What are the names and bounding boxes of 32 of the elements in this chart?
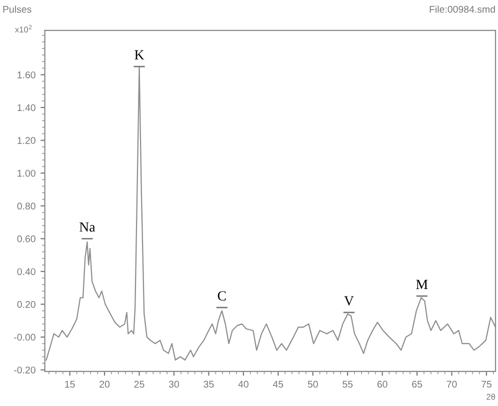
x-tick-label: 25 [134,380,144,388]
x-tick-label: 65 [412,380,422,388]
x-tick-label: 20 [100,380,110,388]
x-tick-label: 75 [482,380,492,388]
x-tick-label: 50 [308,380,318,388]
x-tick-label: 40 [238,380,248,388]
x-tick-label: 45 [272,380,284,388]
y-tick-label: 0.80 [17,202,36,210]
annotation: C [218,291,226,301]
annotation: V [344,296,354,306]
x-tick-label: 70 [446,380,457,388]
text: x10$^{2}$ [15,24,32,32]
text: File:00984.smd [430,6,495,13]
x-tick-label: 30 [168,380,180,388]
y-tick-label: -0.20 [14,366,36,374]
y-tick-label: 1.60 [18,71,36,78]
y-tick-label: 1.20 [18,137,36,144]
annotation: K [134,50,144,60]
x-axis-title: 2θ [486,394,496,400]
x-tick-label: 35 [204,380,214,388]
y-tick-label: 1.00 [18,170,36,177]
y-tick-label: 0.60 [17,235,36,242]
x-tick-label: 60 [377,380,388,388]
y-tick-label: 1.40 [18,104,36,112]
y-tick-label: 0.40 [17,268,36,276]
y-axis-title: Pulses [3,6,32,13]
x-tick-label: 55 [342,380,353,388]
annotation: Na [79,222,96,232]
y-tick-label: -0.00 [14,334,36,341]
y-tick-label: 0.20 [17,301,36,308]
x-tick-label: 15 [65,380,75,388]
annotation: M [416,280,428,289]
